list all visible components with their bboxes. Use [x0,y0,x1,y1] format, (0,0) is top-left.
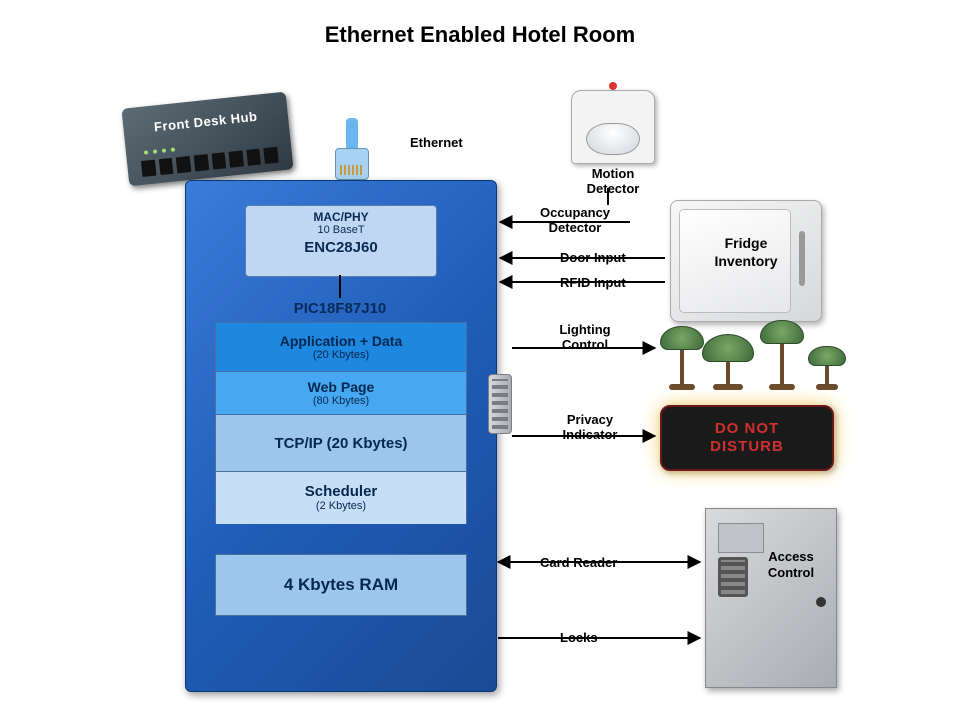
access-door: Access Control [705,508,837,688]
motion-label: Motion Detector [565,166,661,196]
front-desk-hub: Front Desk Hub [121,92,293,187]
mem-row-web: Web Page (80 Kbytes) [216,372,466,415]
label-cardreader: Card Reader [540,555,617,570]
motion-lens-icon [586,123,640,155]
ethernet-label: Ethernet [410,135,463,150]
door-label-2: Control [756,565,826,580]
fridge: Fridge Inventory [670,200,822,322]
do-not-disturb-sign: DO NOT DISTURB [660,405,834,471]
mem-row-sched: Scheduler (2 Kbytes) [216,472,466,524]
macphy-chip: ENC28J60 [246,239,436,256]
fridge-label-2: Inventory [671,253,821,269]
mem-tcp-title: TCP/IP (20 Kbytes) [216,436,466,451]
label-privacy: Privacy Indicator [545,412,635,442]
label-occupancy: Occupancy Detector [530,205,620,235]
memory-map: Application + Data (20 Kbytes) Web Page … [215,322,467,524]
mem-web-title: Web Page [216,380,466,394]
macphy-title: MAC/PHY [246,210,436,224]
page-title: Ethernet Enabled Hotel Room [0,22,960,48]
mem-sched-sub: (2 Kbytes) [216,501,466,512]
dnd-line2: DISTURB [710,438,784,456]
mem-app-title: Application + Data [216,334,466,348]
motion-led-icon [609,82,617,90]
macphy-block: MAC/PHY 10 BaseT ENC28J60 [245,205,437,277]
ethernet-plug-icon [330,118,374,182]
mem-web-sub: (80 Kbytes) [216,396,466,407]
mem-row-tcp: TCP/IP (20 Kbytes) [216,415,466,472]
ram-block: 4 Kbytes RAM [215,554,467,616]
label-door: Door Input [560,250,626,265]
label-locks: Locks [560,630,598,645]
motion-detector: Motion Detector [565,90,661,186]
io-connector-icon [488,374,512,434]
mem-app-sub: (20 Kbytes) [216,350,466,361]
door-label-1: Access [756,549,826,564]
hub-label: Front Desk Hub [123,106,289,138]
door-knob-icon [816,597,826,607]
mem-row-app: Application + Data (20 Kbytes) [216,323,466,372]
motion-body [571,90,655,164]
label-lighting: Lighting Control [540,322,630,352]
lamps-icon [660,315,860,390]
dnd-line1: DO NOT [715,420,779,438]
fridge-label-1: Fridge [671,235,821,251]
macphy-sub: 10 BaseT [246,224,436,236]
label-rfid: RFID Input [560,275,626,290]
mem-sched-title: Scheduler [216,484,466,499]
hub-leds [144,147,175,154]
door-keypad-icon [718,557,748,597]
pic-label: PIC18F87J10 [215,300,465,317]
